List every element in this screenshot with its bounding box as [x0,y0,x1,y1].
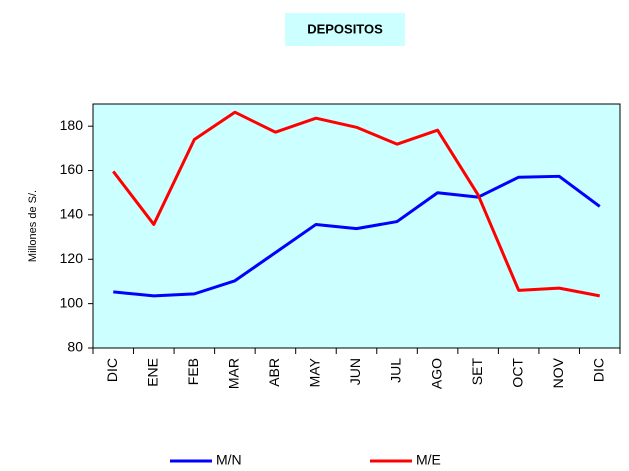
y-axis-label: Millones de S/. [27,190,39,262]
x-tick-label: ABR [266,358,282,387]
series-line [112,110,601,298]
legend-label: M/N [216,452,242,468]
y-tick-label: 120 [60,250,84,266]
plot-area [92,103,621,349]
x-tick-label: DIC [590,358,606,382]
x-tick-label: DIC [104,358,120,382]
x-tick-label: AGO [428,358,444,389]
x-tick-label: NOV [550,357,566,388]
y-tick-label: 160 [60,161,84,177]
x-tick-label: MAY [307,357,323,387]
x-tick-label: SET [469,358,485,386]
y-tick-label: 100 [60,294,84,310]
x-tick-label: JUN [347,358,363,385]
legend-label: M/E [416,452,441,468]
y-tick-label: 80 [67,339,83,355]
chart-title: DEPOSITOS [307,21,383,36]
x-tick-label: FEB [185,358,201,385]
series-line [113,174,601,298]
title-box [285,13,405,46]
y-tick-label: 140 [60,206,84,222]
x-tick-label: ENE [145,358,161,387]
x-tick-label: OCT [509,358,525,388]
x-tick-label: MAR [226,358,242,389]
y-tick-label: 180 [60,117,84,133]
x-tick-label: JUL [388,358,404,383]
